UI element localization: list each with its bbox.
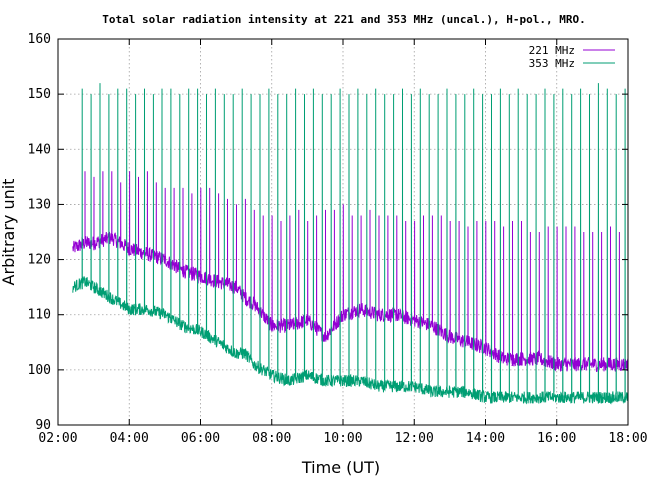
chart-title: Total solar radiation intensity at 221 a… (102, 13, 585, 26)
y-tick-label: 140 (28, 142, 51, 157)
x-tick-label: 12:00 (395, 431, 434, 446)
x-tick-label: 16:00 (537, 431, 576, 446)
x-tick-label: 06:00 (181, 431, 220, 446)
y-tick-label: 130 (28, 197, 51, 212)
x-tick-label: 14:00 (466, 431, 505, 446)
y-tick-label: 90 (35, 418, 51, 433)
x-tick-label: 10:00 (323, 431, 362, 446)
y-axis-label: Arbitrary unit (0, 179, 18, 286)
x-tick-label: 02:00 (38, 431, 77, 446)
x-axis-label: Time (UT) (301, 458, 380, 477)
series-line-221-mhz (72, 171, 629, 373)
ticks: 02:00 04:00 06:00 08:00 10:00 12:00 14:00 16:00… (28, 32, 648, 446)
legend-label: 353 MHz (529, 57, 575, 70)
y-tick-label: 120 (28, 253, 51, 268)
series-layer (72, 83, 629, 405)
y-tick-label: 110 (28, 308, 51, 323)
x-tick-label: 04:00 (110, 431, 149, 446)
x-tick-label: 08:00 (252, 431, 291, 446)
x-tick-label: 18:00 (608, 431, 647, 446)
y-tick-label: 100 (28, 363, 51, 378)
y-tick-label: 150 (28, 87, 51, 102)
y-tick-label: 160 (28, 32, 51, 47)
legend-label: 221 MHz (529, 44, 575, 57)
series-line-353-mhz (72, 83, 629, 405)
